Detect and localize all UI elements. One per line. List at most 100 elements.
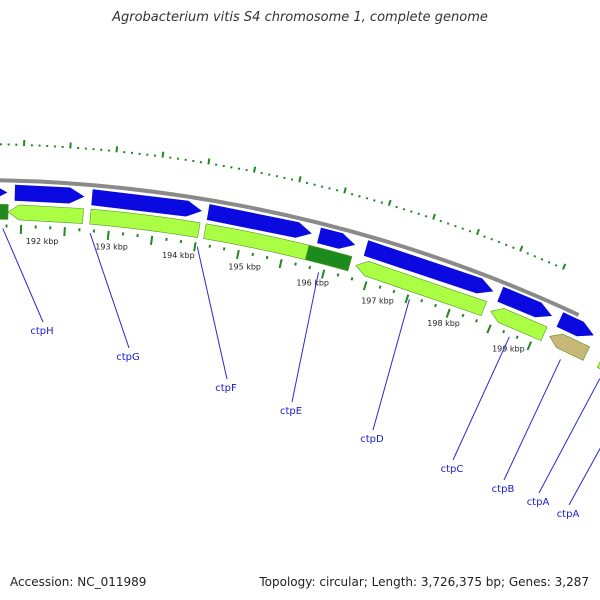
inner-minor-tick [251, 252, 255, 257]
inner-major-tick [486, 324, 492, 334]
gene-arrow [355, 260, 488, 316]
outer-minor-tick [454, 224, 457, 228]
outer-minor-tick [350, 193, 354, 196]
gene-label: ctpF [215, 383, 237, 394]
outer-major-tick [432, 213, 436, 220]
cds-arrow [497, 286, 552, 318]
inner-minor-tick [434, 303, 437, 308]
outer-major-tick [475, 228, 480, 236]
outer-major-tick [161, 151, 165, 158]
outer-major-tick [519, 245, 524, 252]
inner-minor-tick [308, 265, 312, 270]
outer-minor-tick [526, 252, 530, 255]
kbp-tick-label: 193 kbp [95, 242, 128, 251]
gene-labels: ctpH ctpG ctpF ctpE ctpD ctpC ctpB ctpA ctpA [2, 228, 600, 520]
inner-major-tick [63, 227, 66, 237]
kbp-tick-labels: 192 kbp 193 kbp 194 kbp 195 kbp 196 kbp 197 k… [26, 237, 525, 354]
outer-minor-tick [380, 201, 384, 204]
gene-label: ctpC [441, 464, 464, 475]
gene-leader-line [503, 359, 561, 481]
outer-minor-tick [358, 195, 361, 198]
inner-major-tick [362, 281, 368, 291]
cds-arrow [363, 240, 494, 294]
cds-arrow [556, 312, 594, 337]
gene-arrow [7, 204, 84, 224]
kbp-tick-label: 197 kbp [361, 297, 394, 306]
cds-arrow [317, 227, 356, 249]
inner-minor-tick [350, 277, 354, 281]
outer-minor-tick [320, 185, 324, 188]
gene-leader-line [568, 447, 600, 506]
gene-label: ctpG [116, 352, 140, 363]
inner-minor-tick [179, 239, 183, 244]
outer-minor-tick [554, 264, 558, 267]
outer-minor-tick [446, 222, 450, 225]
inner-minor-tick [475, 319, 479, 323]
outer-minor-tick [512, 246, 515, 249]
gene-label: ctpA [557, 509, 580, 520]
kbp-tick-label: 194 kbp [162, 251, 195, 260]
inner-minor-tick [392, 289, 396, 294]
cds-arrow [14, 184, 85, 204]
outer-minor-tick [305, 181, 309, 185]
outer-major-tick [387, 199, 392, 206]
cds-arrow [0, 188, 8, 197]
inner-minor-tick [336, 273, 340, 277]
gene-label: ctpH [30, 326, 53, 337]
inner-minor-tick [208, 244, 211, 248]
outer-major-tick [298, 176, 302, 183]
outer-minor-tick [497, 240, 501, 244]
outer-minor-tick [410, 210, 413, 213]
accession-text: Accession: NC_011989 [10, 575, 147, 589]
outer-major-tick [115, 146, 119, 153]
inner-major-tick [404, 294, 410, 304]
outer-minor-tick [328, 187, 331, 190]
outer-minor-tick [533, 255, 537, 258]
gene-arrow [490, 308, 548, 341]
outer-minor-tick [461, 227, 464, 230]
outer-minor-tick [373, 199, 376, 202]
gene-label: ctpB [492, 484, 515, 495]
gene-leader-line [538, 378, 600, 494]
gene-label: ctpD [360, 434, 384, 445]
inner-minor-tick [515, 335, 519, 340]
gene-arrow [0, 204, 9, 220]
kbp-tick-label: 195 kbp [228, 263, 261, 272]
outer-minor-tick [504, 243, 508, 247]
outer-minor-tick [402, 207, 406, 211]
outer-minor-tick [540, 258, 544, 261]
cds-arrow [206, 204, 312, 238]
inner-major-tick [236, 249, 240, 260]
inner-minor-tick [294, 262, 297, 266]
inner-minor-tick [502, 329, 506, 334]
gene-track-green [0, 204, 600, 369]
inner-major-tick [106, 230, 110, 240]
outer-major-tick [343, 187, 347, 194]
outer-minor-tick [365, 197, 369, 200]
outer-tick-marks [0, 139, 567, 270]
map-title: Agrobacterium vitis S4 chromosome 1, com… [112, 10, 488, 25]
gene-leader-line [2, 228, 44, 323]
inner-tick-marks [5, 224, 533, 351]
gene-leader-line [372, 299, 410, 431]
inner-minor-tick [222, 247, 226, 251]
outer-minor-tick [335, 189, 339, 192]
outer-minor-tick [439, 219, 443, 223]
outer-minor-tick [424, 214, 428, 218]
gene-label: ctpA [527, 497, 550, 508]
gene-arrow [305, 244, 353, 272]
gene-arrow [596, 361, 600, 369]
outer-minor-tick [395, 205, 398, 209]
gene-label: ctpE [280, 406, 302, 417]
kbp-tick-label: 199 kbp [492, 345, 525, 354]
gene-leader-line [452, 336, 510, 461]
kbp-tick-label: 196 kbp [296, 278, 329, 287]
inner-major-tick [321, 269, 326, 279]
outer-minor-tick [483, 235, 486, 238]
gene-arrow [89, 208, 201, 238]
inner-major-tick [526, 341, 533, 351]
cds-arrow [91, 189, 202, 217]
cds-track-blue [0, 184, 594, 337]
inner-major-tick [150, 235, 154, 246]
